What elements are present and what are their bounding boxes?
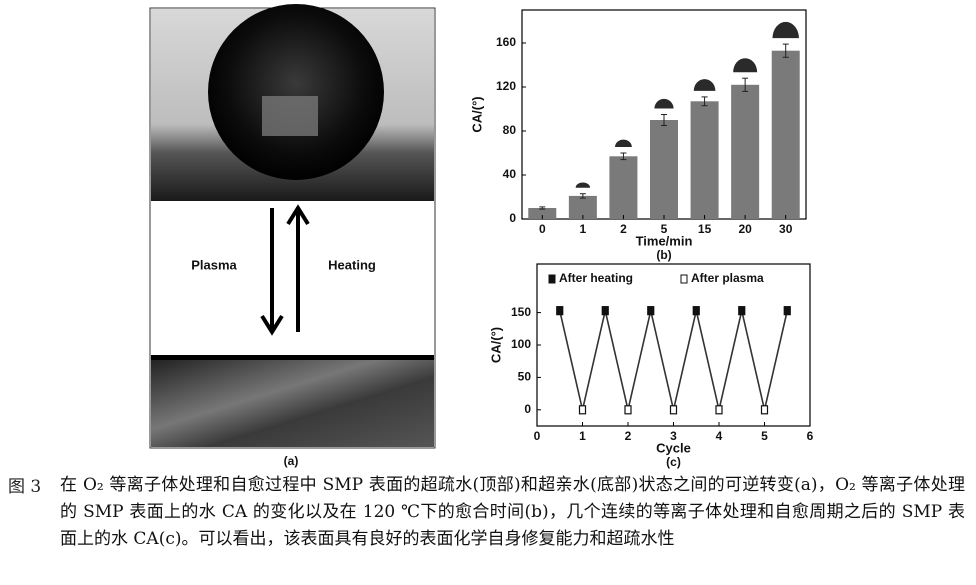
bar — [568, 195, 597, 219]
point — [760, 405, 769, 415]
legend-label: After heating — [559, 271, 633, 285]
line-segment — [718, 310, 743, 410]
x-tick-label: 1 — [579, 429, 586, 443]
y-tick-label: 0 — [509, 211, 516, 225]
x-tick-label: 2 — [625, 429, 632, 443]
plasma-label: Plasma — [191, 257, 237, 272]
error-bar — [539, 206, 546, 210]
bar — [609, 156, 638, 219]
error-bar — [661, 114, 667, 126]
y-tick-label: 120 — [496, 79, 516, 93]
y-tick-label: 40 — [503, 167, 517, 181]
droplet-icon — [615, 139, 632, 147]
bar — [650, 120, 678, 219]
y-tick-label: 100 — [511, 337, 531, 351]
error-bar — [782, 43, 789, 58]
droplet-highlight — [262, 96, 318, 136]
point — [624, 405, 632, 415]
droplet-icon — [575, 182, 591, 188]
error-bar — [620, 152, 627, 161]
error-bar — [579, 193, 586, 199]
panel-label: (b) — [656, 248, 671, 262]
x-tick-label: 0 — [539, 222, 546, 236]
y-tick-label: 80 — [503, 123, 517, 137]
line-segment — [649, 310, 675, 410]
point — [715, 405, 723, 415]
point — [578, 405, 587, 415]
y-axis-label: CA/(°) — [488, 327, 503, 363]
line-segment — [695, 310, 720, 410]
photo-bottom — [151, 360, 434, 447]
x-tick-label: 4 — [716, 429, 723, 443]
caption: 在 O₂ 等离子体处理和自愈过程中 SMP 表面的超疏水(顶部)和超亲水(底部)… — [60, 475, 965, 549]
line-segment — [627, 310, 652, 410]
point — [556, 306, 564, 316]
legend-label: After plasma — [691, 271, 764, 285]
point — [647, 306, 655, 316]
caption-label: 图 3 — [8, 477, 42, 497]
legend-marker — [548, 274, 556, 284]
x-tick-label: 2 — [620, 222, 627, 236]
x-tick-label: 15 — [698, 222, 712, 236]
panel-label: (c) — [666, 455, 681, 469]
error-bar — [742, 77, 749, 92]
bar — [731, 84, 760, 219]
y-tick-label: 0 — [524, 402, 531, 416]
arrow-head — [260, 314, 284, 336]
axes-frame — [536, 263, 811, 427]
y-axis-label: CA/(°) — [469, 96, 484, 132]
line-segment — [558, 310, 584, 410]
heating-label: Heating — [328, 257, 376, 272]
x-tick-label: 1 — [580, 222, 587, 236]
bar — [528, 208, 557, 219]
y-tick-label: 150 — [511, 305, 531, 319]
point — [738, 306, 746, 316]
x-tick-label: 30 — [779, 222, 793, 236]
x-tick-label: 5 — [761, 429, 768, 443]
line-segment — [604, 310, 629, 410]
bar — [690, 101, 719, 219]
x-tick-label: 6 — [807, 429, 814, 443]
point — [692, 306, 700, 316]
point — [669, 405, 678, 415]
line-segment — [581, 310, 607, 410]
y-tick-label: 50 — [518, 370, 532, 384]
droplet-icon — [733, 58, 758, 73]
panel-label: (a) — [284, 454, 299, 468]
line-segment — [763, 310, 789, 410]
x-axis-label: Time/min — [636, 233, 693, 248]
x-tick-label: 3 — [670, 429, 677, 443]
point — [783, 306, 791, 316]
droplet — [208, 4, 384, 180]
x-tick-label: 0 — [534, 429, 541, 443]
y-tick-label: 160 — [496, 35, 516, 49]
point — [601, 306, 609, 316]
droplet-icon — [772, 21, 799, 39]
x-tick-label: 20 — [738, 222, 752, 236]
line-segment — [672, 310, 698, 410]
error-bar — [701, 96, 708, 107]
arrow-head — [286, 204, 310, 226]
x-axis-label: Cycle — [656, 440, 691, 455]
line-segment — [740, 310, 766, 410]
droplet-icon — [693, 79, 716, 91]
bar — [771, 50, 800, 220]
droplet-icon — [654, 98, 674, 109]
film-edge — [151, 355, 434, 361]
legend-marker — [680, 274, 688, 284]
x-tick-label: 5 — [661, 222, 668, 236]
panel-a: Plasma Heating (a) — [149, 4, 436, 468]
